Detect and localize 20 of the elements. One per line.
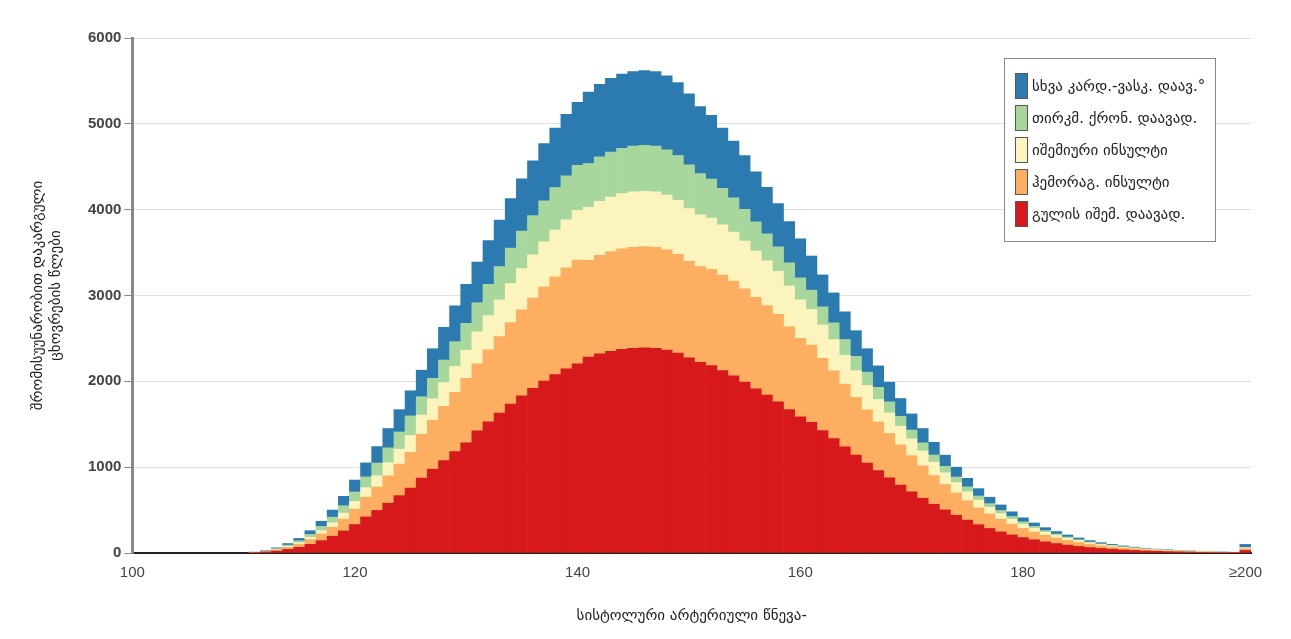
y-axis-title: შრომისუუნარობით დაკარგული ცხოვრების წლები — [27, 180, 64, 411]
x-tick-label: 140 — [565, 563, 591, 581]
x-axis-title: სისტოლური არტერიული წნევა- — [576, 605, 807, 624]
y-tick-label: 2000 — [87, 371, 122, 389]
legend-label: სხვა კარდ.-ვასკ. დაავ.° — [1032, 77, 1206, 95]
y-tick-label: 6000 — [87, 28, 122, 46]
legend-label: იშემიური ინსულტი — [1032, 141, 1168, 159]
x-tick-label: 120 — [342, 563, 368, 581]
x-tick-label: 180 — [1010, 563, 1036, 581]
x-tick-label: 160 — [787, 563, 813, 581]
legend-label: თირკმ. ქრონ. დაავად. — [1032, 109, 1198, 127]
y-tick-label: 0 — [113, 543, 122, 561]
x-tick-label: 100 — [119, 563, 145, 581]
y-tick-label: 1000 — [87, 457, 122, 475]
y-tick-label: 5000 — [87, 113, 122, 131]
legend-label: გულის იშემ. დაავად. — [1032, 205, 1186, 223]
x-tick-label: ≥200 — [1228, 563, 1263, 581]
legend-label: ჰემორაგ. ინსულტი — [1032, 173, 1170, 191]
y-tick-label: 3000 — [87, 285, 122, 303]
y-tick-label: 4000 — [87, 199, 122, 217]
